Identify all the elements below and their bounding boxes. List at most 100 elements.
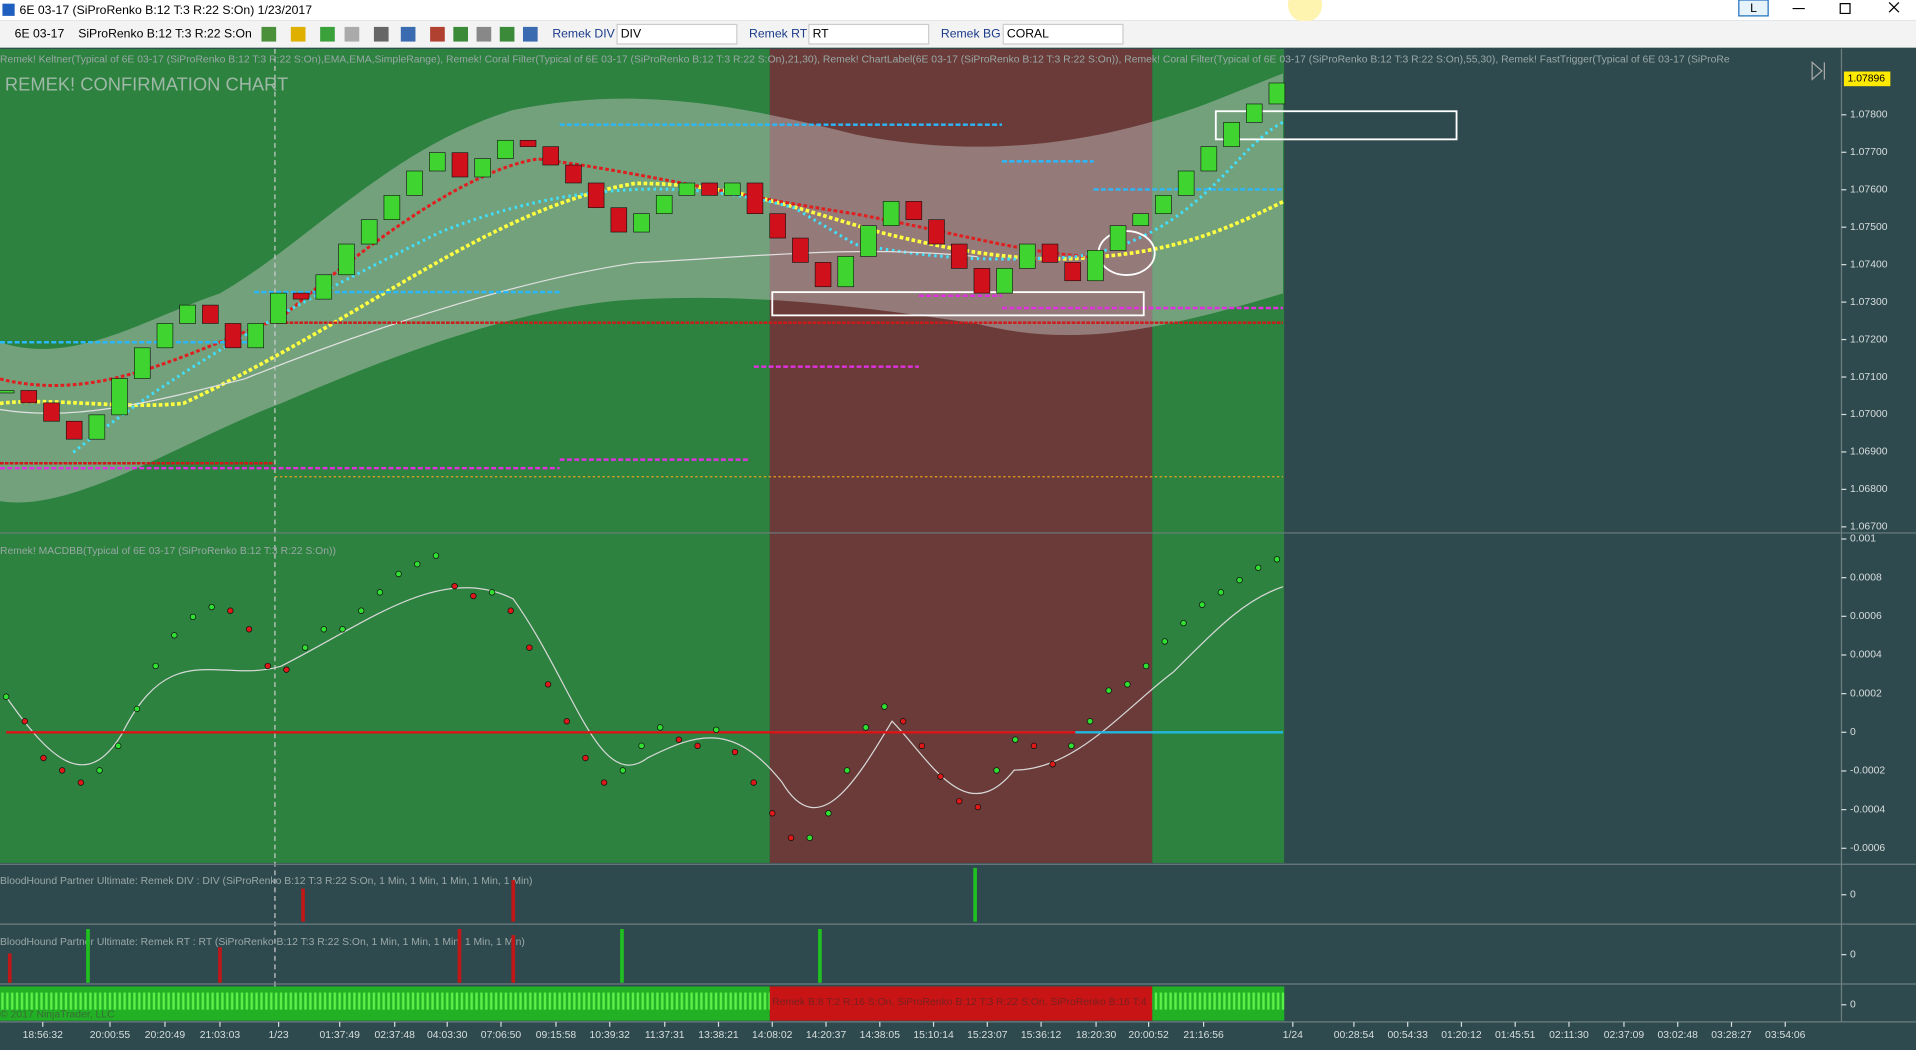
macd-dot <box>993 767 1000 774</box>
macd-dot <box>133 705 141 713</box>
macd-dot <box>694 742 701 750</box>
renko-bar <box>724 182 741 196</box>
macd-dot <box>1255 564 1262 571</box>
macd-dot <box>638 742 645 750</box>
renko-bar <box>156 323 174 349</box>
window-controls[interactable] <box>1792 2 1900 15</box>
renko-bar <box>950 243 968 269</box>
rt-legend: BloodHound Partner Ultimate: Remek RT : … <box>0 937 525 948</box>
last-price-label: 1.07896 <box>1848 74 1886 85</box>
macd-dot <box>582 754 589 762</box>
x-tick-label: 21:03:03 <box>200 1030 241 1041</box>
macd-dot <box>1049 761 1056 768</box>
account-button-label[interactable]: L <box>1750 1 1757 15</box>
x-tick-label: 03:28:27 <box>1711 1030 1752 1041</box>
macd-dot <box>358 607 365 614</box>
bg-dropdown[interactable] <box>1002 23 1124 45</box>
renko-bar <box>1019 243 1036 269</box>
renko-bar <box>451 152 469 178</box>
y-tick-label: -0.0002 <box>1850 766 1885 777</box>
scroll-end-button[interactable] <box>1811 60 1825 81</box>
macd-dot <box>189 613 197 621</box>
bar-type-selector[interactable]: SiProRenko B:12 T:3 R:22 S:On <box>78 26 252 40</box>
title-bar <box>0 0 1916 21</box>
renko-bar <box>633 213 650 233</box>
renko-bar <box>1064 262 1081 282</box>
x-tick-label: 03:02:48 <box>1658 1030 1699 1041</box>
y-tick-label: 0.0004 <box>1850 650 1882 661</box>
macd-dot <box>58 767 66 774</box>
renko-bar <box>0 390 15 394</box>
y-tick-label: 0.0002 <box>1850 688 1882 699</box>
x-tick-label: 14:20:37 <box>806 1030 847 1041</box>
renko-bar <box>769 213 786 239</box>
macd-dot <box>731 748 739 756</box>
y-tick-label: 0 <box>1850 949 1856 960</box>
x-tick-label: 07:06:50 <box>481 1030 522 1041</box>
toolbar-icons[interactable] <box>261 26 538 42</box>
annotation-box <box>771 291 1145 317</box>
macd-dot <box>918 742 926 750</box>
x-tick-label: 21:16:56 <box>1183 1030 1224 1041</box>
renko-bar <box>88 414 106 440</box>
div-value[interactable]: DIV <box>621 26 642 40</box>
macd-dot <box>544 681 552 688</box>
macd-dot <box>563 718 570 725</box>
macd-dot <box>320 626 327 633</box>
y-tick-label: 1.07800 <box>1850 110 1888 121</box>
annotation-box <box>1214 110 1458 141</box>
x-tick-label: 14:08:02 <box>752 1030 793 1041</box>
div-label: Remek DIV <box>552 26 615 40</box>
macd-dot <box>77 779 85 786</box>
y-tick-label: 1.06700 <box>1850 522 1888 533</box>
x-tick-label: 14:38:05 <box>860 1030 901 1041</box>
x-tick-label: 02:37:09 <box>1604 1030 1645 1041</box>
renko-bar <box>542 146 559 166</box>
macd-dot <box>115 742 122 750</box>
macd-dot <box>414 560 421 568</box>
rt-dropdown[interactable] <box>808 23 930 45</box>
y-tick-label: 1.07500 <box>1850 222 1888 233</box>
macd-dot <box>96 767 103 774</box>
macd-dot <box>488 589 496 596</box>
instrument-selector[interactable]: 6E 03-17 <box>15 26 65 40</box>
div-signals <box>301 867 977 922</box>
macd-dot <box>862 724 869 731</box>
macd-dot <box>301 644 309 651</box>
rt-value[interactable]: RT <box>813 26 830 40</box>
renko-bar <box>338 243 355 276</box>
div-legend: BloodHound Partner Ultimate: Remek DIV :… <box>0 876 533 887</box>
macd-dot <box>152 662 159 670</box>
macd-dot <box>40 754 47 762</box>
renko-bar <box>1177 170 1195 196</box>
x-tick-label: 18:56:32 <box>23 1030 64 1041</box>
renko-bar <box>1041 243 1059 263</box>
renko-bar <box>1109 225 1127 251</box>
macd-dot <box>825 810 832 817</box>
keltner-mid <box>0 250 978 414</box>
x-tick-label: 01:20:12 <box>1441 1030 1482 1041</box>
y-tick-label: 0 <box>1850 727 1856 738</box>
macd-dot <box>395 570 402 578</box>
bg-value[interactable]: CORAL <box>1007 26 1049 40</box>
x-tick-label: 03:54:06 <box>1765 1030 1806 1041</box>
macd-dot <box>451 582 458 590</box>
x-tick-label: 15:36:12 <box>1021 1030 1062 1041</box>
renko-bar <box>1087 250 1104 282</box>
x-tick-label: 04:03:30 <box>427 1030 468 1041</box>
macd-dot <box>1273 556 1281 563</box>
x-tick-label: 10:39:32 <box>590 1030 631 1041</box>
renko-bar <box>270 292 287 324</box>
bg-strip <box>0 986 1285 1021</box>
renko-bar <box>20 390 38 404</box>
macd-dot <box>1030 742 1038 750</box>
div-dropdown[interactable] <box>616 23 738 45</box>
account-button[interactable] <box>1738 0 1769 17</box>
x-tick-label: 00:28:54 <box>1334 1030 1375 1041</box>
macd-dot <box>713 726 720 733</box>
y-tick-label: 0.0008 <box>1850 572 1882 583</box>
macd-dot <box>2 693 10 700</box>
renko-bar <box>678 182 696 196</box>
renko-bar <box>519 139 537 147</box>
